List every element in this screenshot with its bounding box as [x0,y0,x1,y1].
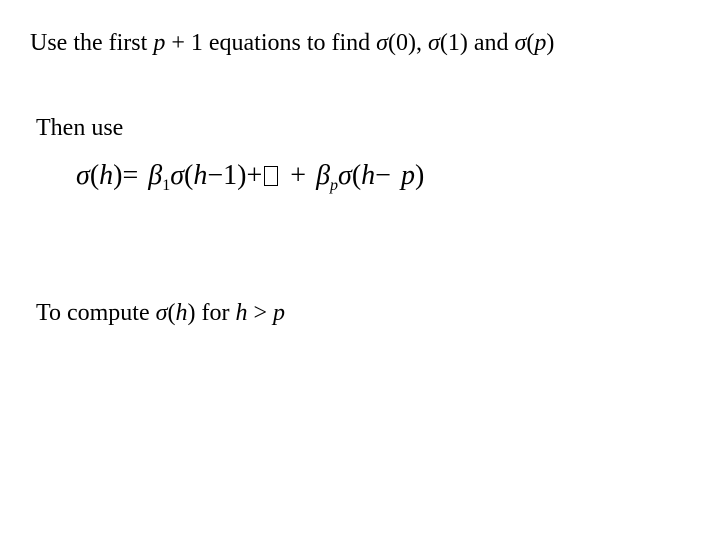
arg-one: 1 [448,30,460,56]
equals: = [122,160,138,191]
lparen: ( [388,30,396,56]
var-h: h [193,160,207,191]
text-fragment: Use the first [30,30,153,56]
var-p: p [273,300,285,326]
recurrence-equation: σ(h)=β1σ(h−1)+ +βpσ(h−p) [76,160,424,191]
rparen: ) [460,30,468,56]
instruction-line-3: To compute σ(h) for h > p [36,300,690,327]
var-h: h [235,300,247,326]
text-fragment: for [195,300,235,326]
sigma: σ [156,300,168,326]
beta: β [148,160,162,191]
sigma: σ [170,160,184,191]
one: 1 [223,160,237,191]
var-h: h [175,300,187,326]
lparen: ( [90,160,99,191]
text-fragment: + 1 equations to find [165,30,376,56]
plus: + [246,160,262,191]
lparen: ( [184,160,193,191]
arg-zero: 0 [396,30,408,56]
instruction-line-2: Then use [36,115,690,142]
equation-block: σ(h)=β1σ(h−1)+ +βpσ(h−p) [76,162,690,210]
plus: + [290,160,306,191]
var-p: p [153,30,165,56]
gt: > [247,300,273,326]
var-h: h [361,160,375,191]
ellipsis-box-icon [264,166,278,186]
sigma: σ [338,160,352,191]
sigma: σ [376,30,388,56]
minus: − [207,160,223,191]
sigma: σ [76,160,90,191]
var-p: p [401,160,415,191]
sigma: σ [515,30,527,56]
var-h: h [99,160,113,191]
rparen: ) [546,30,554,56]
text-then-use: Then use [36,115,123,141]
text-fragment: To compute [36,300,156,326]
slide: Use the first p + 1 equations to find σ(… [0,0,720,540]
instruction-line-1: Use the first p + 1 equations to find σ(… [30,28,690,59]
sigma: σ [428,30,440,56]
minus: − [375,160,391,191]
lparen: ( [352,160,361,191]
rparen: ) [415,160,424,191]
and: and [468,30,515,56]
sub-p: p [330,177,338,194]
arg-p: p [534,30,546,56]
rparen: ) [408,30,416,56]
beta: β [316,160,330,191]
comma: , [416,30,428,56]
lparen: ( [440,30,448,56]
